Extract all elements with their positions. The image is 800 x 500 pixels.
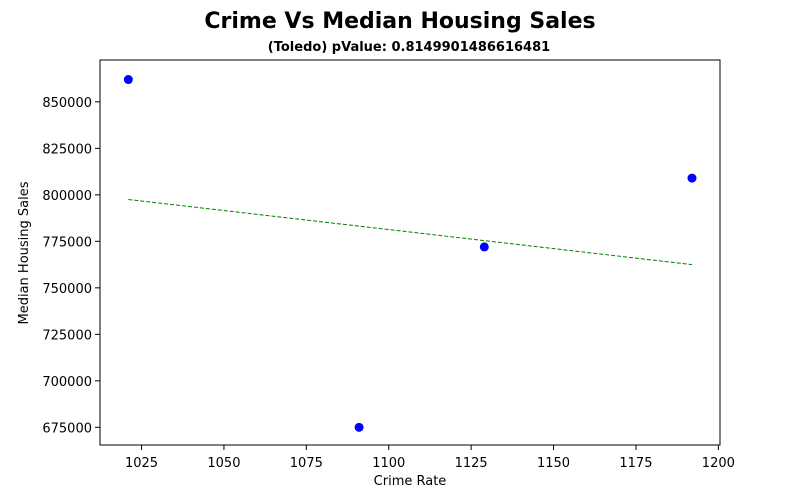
data-point — [123, 75, 133, 85]
y-axis-label: Median Housing Sales — [17, 181, 32, 324]
x-axis-label: Crime Rate — [374, 474, 447, 489]
data-point — [354, 422, 364, 432]
x-tick-label: 1150 — [537, 456, 570, 471]
y-tick-label: 825000 — [42, 142, 92, 157]
trendline-layer — [128, 198, 693, 266]
x-tick-label: 1075 — [290, 456, 323, 471]
scatter-points-layer — [123, 75, 697, 432]
x-tick-label: 1050 — [207, 456, 240, 471]
y-tick-label: 850000 — [42, 96, 92, 111]
regression-trendline — [128, 198, 693, 266]
y-tick-label: 775000 — [42, 235, 92, 250]
x-tick-label: 1175 — [619, 456, 652, 471]
x-tick-label: 1125 — [455, 456, 488, 471]
chart-title: Crime Vs Median Housing Sales — [204, 9, 595, 34]
y-tick-label: 700000 — [42, 375, 92, 390]
y-tick-label: 750000 — [42, 282, 92, 297]
x-tick-label: 1025 — [125, 456, 158, 471]
y-tick-label: 800000 — [42, 189, 92, 204]
x-tick-label: 1200 — [702, 456, 735, 471]
x-axis-ticks: 1025 1050 1075 1100 1125 1150 1175 1200 — [125, 445, 735, 471]
x-tick-label: 1100 — [372, 456, 405, 471]
plot-area-frame — [99, 59, 721, 446]
data-point — [479, 242, 489, 252]
y-tick-label: 725000 — [42, 328, 92, 343]
data-point — [687, 173, 697, 183]
y-tick-label: 675000 — [42, 421, 92, 436]
y-axis-ticks: 675000 700000 725000 750000 775000 800000 8250… — [42, 96, 100, 436]
chart-subtitle: (Toledo) pValue: 0.8149901486616481 — [268, 40, 550, 55]
